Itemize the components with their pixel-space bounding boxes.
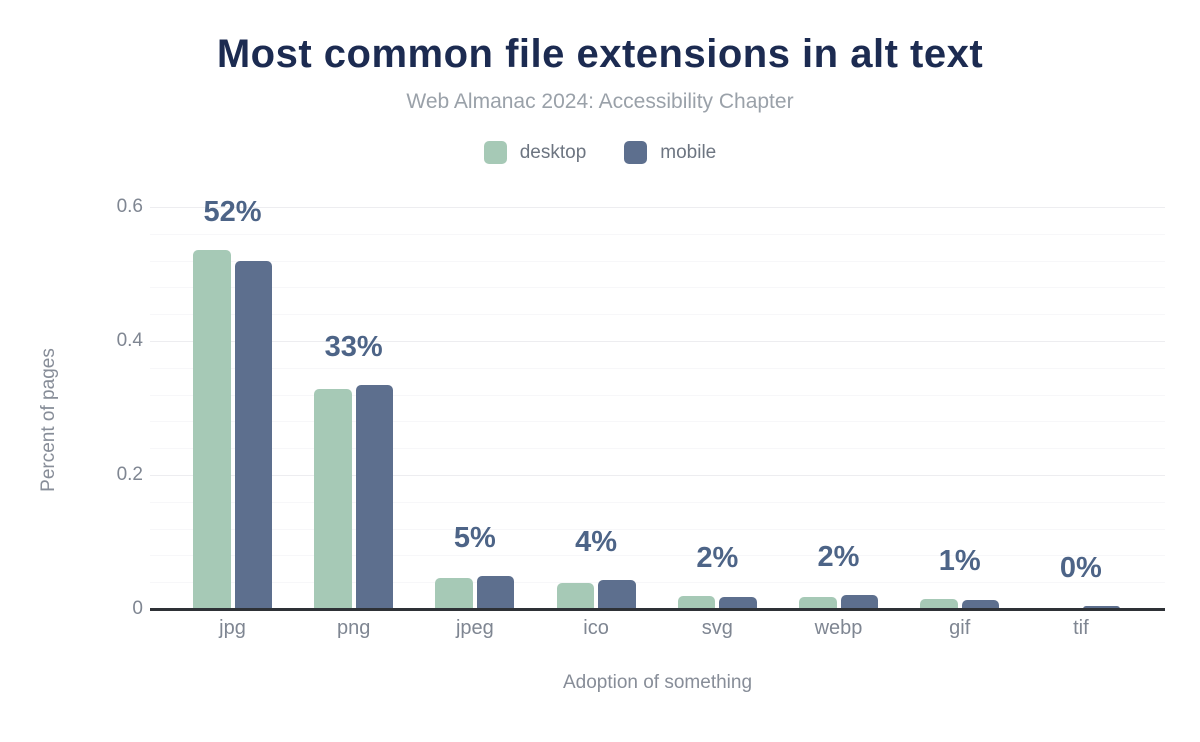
minor-gridline [150, 260, 1165, 262]
bar-tif-mobile[interactable] [1082, 605, 1121, 609]
x-tick-label-gif: gif [949, 617, 971, 639]
bar-gif-mobile[interactable] [961, 600, 1000, 609]
minor-gridline [150, 287, 1165, 289]
bar-svg-mobile[interactable] [719, 596, 757, 609]
x-axis-line [150, 608, 1165, 611]
bar-png-desktop[interactable] [314, 388, 352, 609]
bar-value-label: 0% [1059, 551, 1102, 584]
bar-webp-mobile[interactable] [840, 594, 878, 609]
desktop-swatch [483, 141, 507, 164]
major-gridline [150, 207, 1165, 208]
x-tick-label-svg: svg [701, 617, 733, 639]
y-axis-title: Percent of pages [38, 348, 59, 492]
mobile-swatch [624, 141, 648, 164]
bar-svg-desktop[interactable] [677, 596, 716, 609]
legend-label-mobile: mobile [660, 141, 717, 163]
y-tick-label: 0 [132, 598, 143, 619]
x-tick-label-png: png [337, 617, 371, 639]
bar-value-label: 1% [938, 544, 981, 577]
x-axis-title: Adoption of something [562, 672, 753, 693]
bar-value-label: 52% [203, 195, 262, 228]
x-tick-label-ico: ico [583, 617, 609, 639]
bar-jpg-mobile[interactable] [234, 260, 272, 609]
minor-gridline [150, 421, 1165, 423]
minor-gridline [150, 555, 1165, 557]
y-tick-label: 0.2 [116, 464, 143, 485]
minor-gridline [150, 233, 1165, 235]
bar-ico-mobile[interactable] [598, 579, 636, 609]
minor-gridline [150, 528, 1165, 530]
minor-gridline [150, 582, 1165, 584]
legend-item-desktop[interactable]: desktop [483, 141, 587, 164]
legend-label-desktop: desktop [519, 141, 587, 163]
bar-gif-desktop[interactable] [920, 598, 958, 609]
major-gridline [150, 475, 1165, 476]
x-tick-label-webp: webp [814, 617, 863, 639]
x-tick-label-tif: tif [1073, 617, 1089, 639]
minor-gridline [150, 448, 1165, 450]
y-tick-label: 0.6 [116, 196, 143, 217]
minor-gridline [150, 501, 1165, 503]
bar-jpg-desktop[interactable] [193, 249, 231, 609]
minor-gridline [150, 367, 1165, 369]
bar-jpeg-mobile[interactable] [476, 576, 515, 609]
legend: desktop mobile [0, 141, 1200, 164]
bar-value-label: 2% [817, 540, 860, 573]
x-tick-label-jpeg: jpeg [455, 617, 494, 639]
bar-jpeg-desktop[interactable] [435, 578, 473, 609]
bar-ico-desktop[interactable] [556, 582, 595, 609]
major-gridline [150, 341, 1165, 342]
bar-png-mobile[interactable] [355, 384, 394, 609]
legend-item-mobile[interactable]: mobile [624, 141, 716, 164]
x-tick-label-jpg: jpg [219, 617, 246, 639]
bar-value-label: 5% [453, 522, 496, 555]
bar-value-label: 2% [696, 542, 739, 575]
bar-value-label: 4% [575, 525, 618, 558]
y-tick-label: 0.4 [116, 330, 143, 351]
chart-subtitle: Web Almanac 2024: Accessibility Chapter [406, 90, 794, 113]
bar-webp-desktop[interactable] [799, 596, 837, 609]
chart-title: Most common file extensions in alt text [216, 32, 984, 76]
bar-value-label: 33% [324, 330, 383, 363]
minor-gridline [150, 314, 1165, 316]
minor-gridline [150, 394, 1165, 396]
